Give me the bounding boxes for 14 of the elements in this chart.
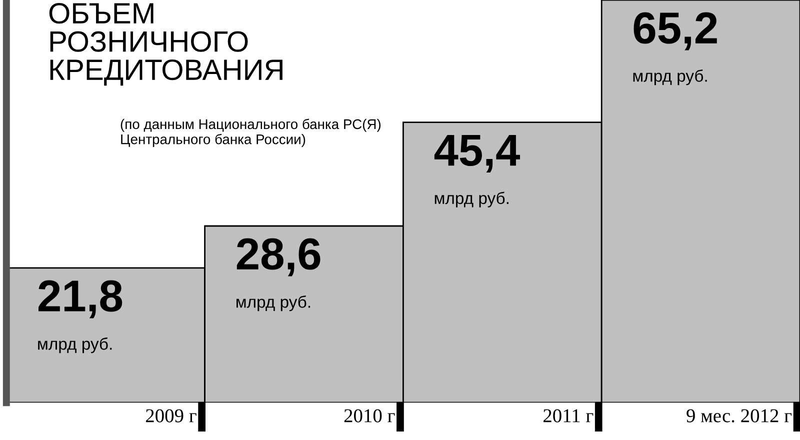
annotation: млрд руб. [38,337,112,354]
x-tick-label: 2011 г [544,409,594,422]
text: ОБЪЕМ РОЗНИЧНОГО КРЕДИТОВАНИЯ [49,2,282,86]
data-label: 28,6 [236,238,320,276]
x-tick-label: 2010 г [344,409,395,422]
x-tick-label: 9 мес. 2012 г [686,409,792,422]
annotation: млрд руб. [236,295,310,312]
x-tick-label: 2009 г [146,409,196,422]
annotation: млрд руб. [434,192,508,208]
text: (по данным Национального банка РС(Я) Центрального банка России) [120,118,381,147]
data-label: 45,4 [434,135,520,172]
data-label: 21,8 [38,280,122,318]
annotation: млрд руб. [633,69,707,86]
data-label: 65,2 [634,12,717,50]
